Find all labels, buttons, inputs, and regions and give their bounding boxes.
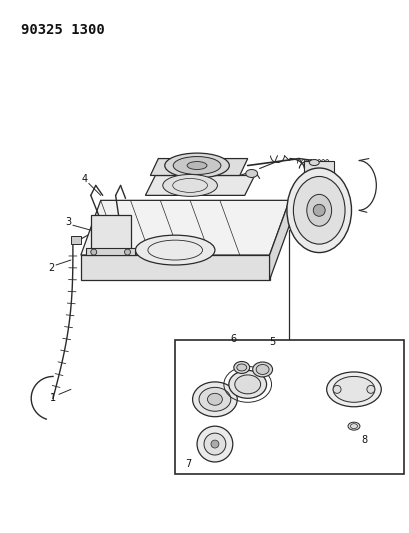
Ellipse shape xyxy=(327,372,381,407)
Polygon shape xyxy=(146,175,255,196)
Polygon shape xyxy=(151,158,248,175)
Ellipse shape xyxy=(165,153,229,178)
Circle shape xyxy=(313,204,325,216)
Ellipse shape xyxy=(348,422,360,430)
Bar xyxy=(175,340,404,474)
Polygon shape xyxy=(81,255,270,280)
Ellipse shape xyxy=(229,370,267,398)
Circle shape xyxy=(211,440,219,448)
Ellipse shape xyxy=(234,361,249,374)
Ellipse shape xyxy=(246,169,258,177)
Ellipse shape xyxy=(207,393,222,405)
Polygon shape xyxy=(304,160,334,185)
Ellipse shape xyxy=(293,176,345,244)
Circle shape xyxy=(91,249,97,255)
Ellipse shape xyxy=(309,159,319,166)
Circle shape xyxy=(333,385,341,393)
Ellipse shape xyxy=(187,161,207,169)
Circle shape xyxy=(367,385,375,393)
Text: 2: 2 xyxy=(48,263,54,273)
Polygon shape xyxy=(270,200,290,280)
Text: 90325 1300: 90325 1300 xyxy=(21,23,105,37)
Text: 1: 1 xyxy=(50,393,56,403)
Ellipse shape xyxy=(135,235,215,265)
Ellipse shape xyxy=(307,195,332,226)
Text: 6: 6 xyxy=(231,334,237,344)
Ellipse shape xyxy=(237,364,247,371)
Ellipse shape xyxy=(173,157,221,174)
Circle shape xyxy=(204,433,226,455)
Text: 5: 5 xyxy=(270,337,276,346)
Ellipse shape xyxy=(253,362,272,377)
Text: 8: 8 xyxy=(362,435,368,445)
Ellipse shape xyxy=(333,376,375,402)
Circle shape xyxy=(125,249,130,255)
Text: 3: 3 xyxy=(65,217,71,227)
Polygon shape xyxy=(86,248,135,255)
Ellipse shape xyxy=(193,382,237,417)
Ellipse shape xyxy=(256,365,269,375)
Polygon shape xyxy=(91,215,130,250)
Ellipse shape xyxy=(163,174,218,196)
Circle shape xyxy=(197,426,233,462)
Bar xyxy=(71,236,81,244)
Text: 7: 7 xyxy=(185,459,191,469)
Ellipse shape xyxy=(199,387,231,411)
Polygon shape xyxy=(81,200,290,255)
Ellipse shape xyxy=(287,168,351,253)
Ellipse shape xyxy=(235,375,261,394)
Text: 4: 4 xyxy=(82,174,88,184)
